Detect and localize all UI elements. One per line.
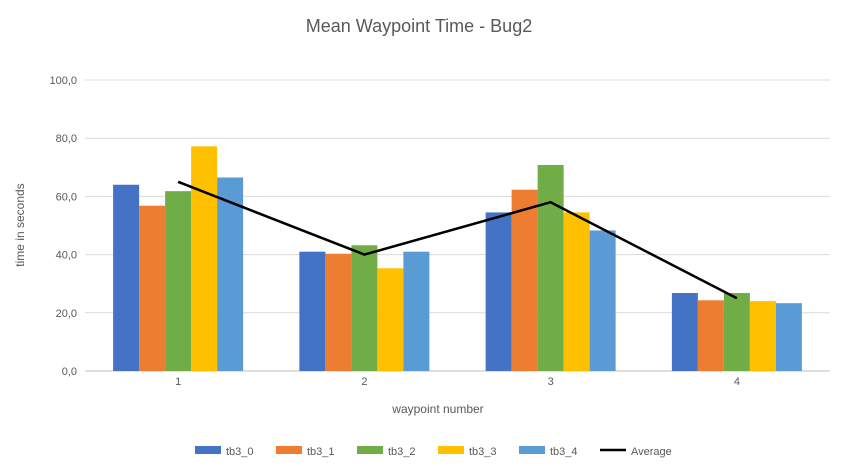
legend-swatch [276, 446, 302, 454]
y-axis-ticks: 0,0 20,0 40,0 60,0 80,0 100,0 [49, 75, 77, 378]
legend-item-tb3_3: tb3_3 [438, 446, 497, 458]
y-tick-label: 0,0 [62, 366, 77, 378]
legend-label: tb3_0 [226, 446, 254, 458]
bar-tb3_2-4 [723, 293, 750, 371]
legend-label: tb3_1 [307, 446, 335, 458]
y-tick-label: 80,0 [56, 133, 77, 145]
legend-item-tb3_1: tb3_1 [276, 446, 335, 458]
legend-item-tb3_0: tb3_0 [195, 446, 254, 458]
bar-tb3_2-2 [351, 245, 378, 371]
bar-tb3_4-4 [775, 303, 802, 371]
bar-tb3_1-3 [511, 189, 538, 371]
legend-swatch [195, 446, 221, 454]
legend-label: tb3_4 [550, 446, 578, 458]
bar-tb3_2-1 [165, 191, 192, 371]
bar-tb3_4-3 [589, 230, 616, 371]
bar-tb3_0-1 [113, 184, 140, 371]
y-tick-label: 60,0 [56, 191, 77, 203]
x-tick-label: 3 [548, 376, 554, 388]
x-tick-label: 4 [734, 376, 740, 388]
legend-item-tb3_2: tb3_2 [357, 446, 416, 458]
bar-tb3_2-3 [537, 164, 564, 371]
legend-item-tb3_4: tb3_4 [519, 446, 578, 458]
y-tick-label: 20,0 [56, 308, 77, 320]
y-tick-label: 100,0 [49, 75, 77, 87]
legend-label: Average [631, 446, 672, 458]
legend-label: tb3_2 [388, 446, 416, 458]
bar-tb3_3-1 [191, 146, 218, 371]
x-tick-label: 1 [175, 376, 181, 388]
x-tick-label: 2 [361, 376, 367, 388]
bar-tb3_3-2 [377, 268, 404, 371]
bar-tb3_3-3 [563, 212, 590, 371]
x-axis-ticks: 1 2 3 4 [175, 376, 740, 388]
legend-label: tb3_3 [469, 446, 497, 458]
bar-tb3_1-1 [139, 205, 166, 371]
bar-tb3_4-1 [217, 177, 244, 371]
bar-tb3_1-2 [325, 253, 352, 371]
bar-tb3_0-4 [671, 293, 698, 371]
bar-tb3_0-3 [485, 212, 512, 371]
bar-tb3_0-2 [299, 251, 326, 371]
average-line [177, 180, 738, 300]
chart-title: Mean Waypoint Time - Bug2 [306, 16, 532, 36]
bar-tb3_4-2 [403, 251, 430, 371]
legend-swatch [438, 446, 464, 454]
average-line-layer [177, 180, 738, 300]
x-axis-title: waypoint number [391, 402, 483, 416]
y-axis-title: time in seconds [13, 183, 27, 266]
bar-tb3_1-4 [697, 300, 724, 371]
legend-swatch [357, 446, 383, 454]
legend: tb3_0 tb3_1 tb3_2 tb3_3 tb3_4 Average [195, 446, 672, 458]
bar-tb3_3-4 [749, 301, 776, 371]
legend-swatch [519, 446, 545, 454]
y-tick-label: 40,0 [56, 250, 77, 262]
legend-item-Average: Average [600, 446, 672, 458]
bars [113, 146, 802, 371]
